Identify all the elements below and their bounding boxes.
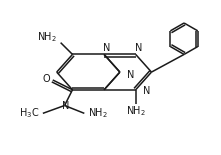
Text: N: N	[135, 42, 142, 53]
Text: N: N	[62, 102, 69, 111]
Text: N: N	[127, 70, 134, 80]
Text: NH$_2$: NH$_2$	[37, 30, 57, 44]
Text: H$_3$C: H$_3$C	[19, 106, 39, 120]
Text: N: N	[103, 42, 111, 53]
Text: NH$_2$: NH$_2$	[126, 104, 146, 118]
Text: O: O	[43, 74, 51, 84]
Text: N: N	[143, 86, 150, 96]
Text: NH$_2$: NH$_2$	[88, 106, 108, 120]
